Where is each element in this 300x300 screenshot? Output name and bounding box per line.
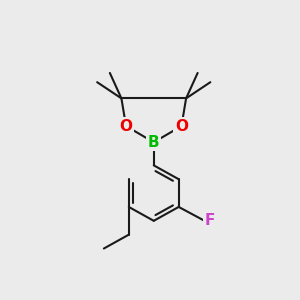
Text: F: F [205, 213, 215, 228]
Text: O: O [119, 118, 133, 134]
Text: B: B [148, 135, 160, 150]
Text: O: O [175, 118, 188, 134]
